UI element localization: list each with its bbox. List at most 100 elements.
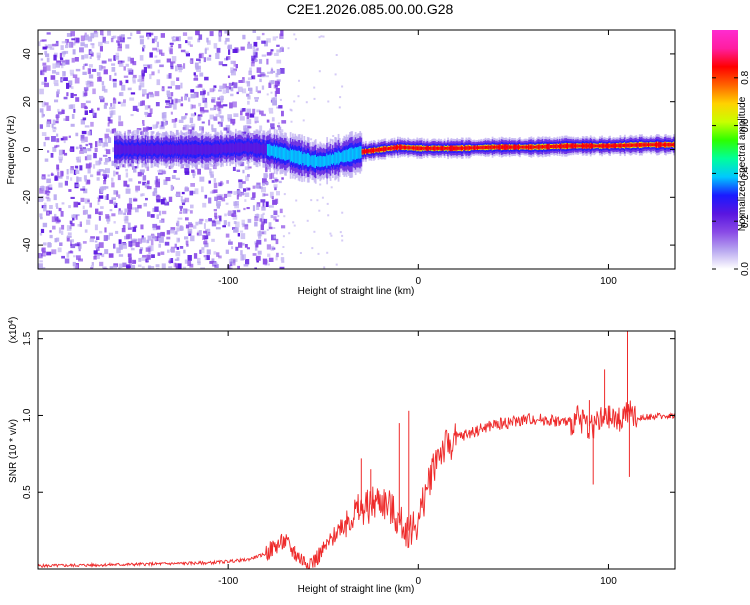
noise-speck — [270, 67, 273, 70]
ridge-cell — [673, 142, 675, 147]
noise-speck — [53, 194, 57, 201]
noise-speck — [175, 231, 178, 235]
noise-speck — [177, 65, 183, 70]
noise-speck — [277, 215, 280, 218]
noise-speck — [154, 206, 159, 212]
noise-speck — [170, 184, 173, 191]
ridge-cell — [311, 155, 314, 167]
ridge-cell — [603, 144, 606, 148]
ridge-cell — [587, 144, 590, 148]
noise-speck — [177, 217, 183, 220]
noise-speck — [200, 110, 205, 114]
noise-speck — [189, 210, 193, 214]
ridge-cell — [611, 144, 614, 148]
noise-speck — [260, 214, 264, 220]
noise-speck — [87, 68, 91, 75]
noise-speck — [156, 178, 160, 185]
ridge-cell — [189, 144, 192, 155]
noise-speck — [223, 127, 228, 131]
noise-speck — [287, 47, 290, 50]
ridge-cell — [530, 145, 533, 150]
ridge-cell — [369, 149, 372, 153]
noise-speck — [113, 201, 117, 206]
ridge-cell — [454, 146, 456, 150]
ridge-cell — [294, 149, 297, 164]
noise-speck — [163, 112, 167, 118]
ridge-cell — [135, 145, 138, 154]
noise-speck — [46, 193, 50, 196]
noise-speck — [213, 189, 218, 193]
noise-speck — [75, 170, 80, 174]
noise-speck — [213, 107, 219, 110]
noise-speck — [276, 106, 279, 109]
ridge-cell — [444, 146, 447, 150]
ridge-cell — [196, 144, 198, 155]
noise-speck — [230, 60, 234, 65]
ridge-cell — [580, 144, 583, 148]
ridge-cell — [272, 145, 275, 157]
noise-speck — [233, 259, 236, 266]
noise-speck — [236, 169, 241, 172]
noise-speck — [127, 209, 132, 215]
noise-speck — [188, 222, 192, 225]
noise-speck — [228, 239, 231, 242]
noise-speck — [262, 202, 265, 208]
noise-speck — [82, 71, 87, 75]
noise-speck — [41, 101, 46, 108]
noise-speck — [65, 59, 70, 65]
noise-speck — [142, 127, 148, 132]
noise-speck — [203, 235, 209, 240]
noise-speck — [275, 238, 279, 245]
noise-speck — [247, 100, 250, 105]
ridge-cell — [482, 145, 485, 150]
noise-speck — [154, 55, 158, 58]
noise-speck — [82, 205, 85, 210]
ridge-cell — [516, 145, 519, 149]
ridge-cell — [597, 144, 600, 148]
noise-speck — [218, 109, 222, 114]
ridge-cell — [417, 146, 420, 150]
noise-speck — [70, 73, 75, 76]
noise-speck — [68, 135, 71, 138]
noise-speck — [318, 36, 321, 39]
ridge-cell — [175, 144, 178, 155]
noise-speck — [313, 97, 316, 100]
noise-speck — [227, 75, 230, 78]
noise-speck — [278, 126, 282, 130]
noise-speck — [75, 132, 79, 137]
ridge-cell — [193, 144, 196, 155]
noise-speck — [133, 130, 139, 135]
noise-speck — [61, 109, 65, 114]
noise-speck — [103, 235, 108, 241]
noise-speck — [262, 212, 265, 215]
noise-speck — [227, 44, 232, 50]
noise-speck — [198, 220, 203, 225]
ridge-cell — [250, 143, 253, 152]
ridge-cell — [237, 142, 240, 153]
noise-speck — [267, 71, 271, 74]
noise-speck — [270, 215, 274, 219]
noise-speck — [103, 180, 107, 185]
ridge-cell — [316, 156, 318, 166]
noise-speck — [211, 171, 214, 175]
noise-speck — [271, 97, 275, 104]
noise-speck — [266, 244, 271, 250]
colorbar-tick-label: 0.8 — [740, 70, 750, 84]
ridge-cell — [190, 144, 193, 155]
ridge-cell — [133, 145, 136, 154]
noise-speck — [248, 70, 252, 76]
ridge-cell — [574, 144, 577, 148]
ridge-cell — [308, 153, 310, 167]
noise-speck — [170, 92, 174, 97]
noise-speck — [329, 232, 332, 235]
ridge-cell — [452, 146, 455, 151]
noise-speck — [160, 231, 165, 237]
noise-speck — [260, 73, 266, 76]
noise-speck — [270, 245, 275, 251]
ridge-cell — [455, 146, 457, 150]
noise-speck — [170, 80, 175, 86]
noise-speck — [273, 52, 279, 56]
ridge-cell — [128, 145, 131, 154]
noise-speck — [56, 168, 60, 172]
noise-speck — [138, 238, 142, 244]
